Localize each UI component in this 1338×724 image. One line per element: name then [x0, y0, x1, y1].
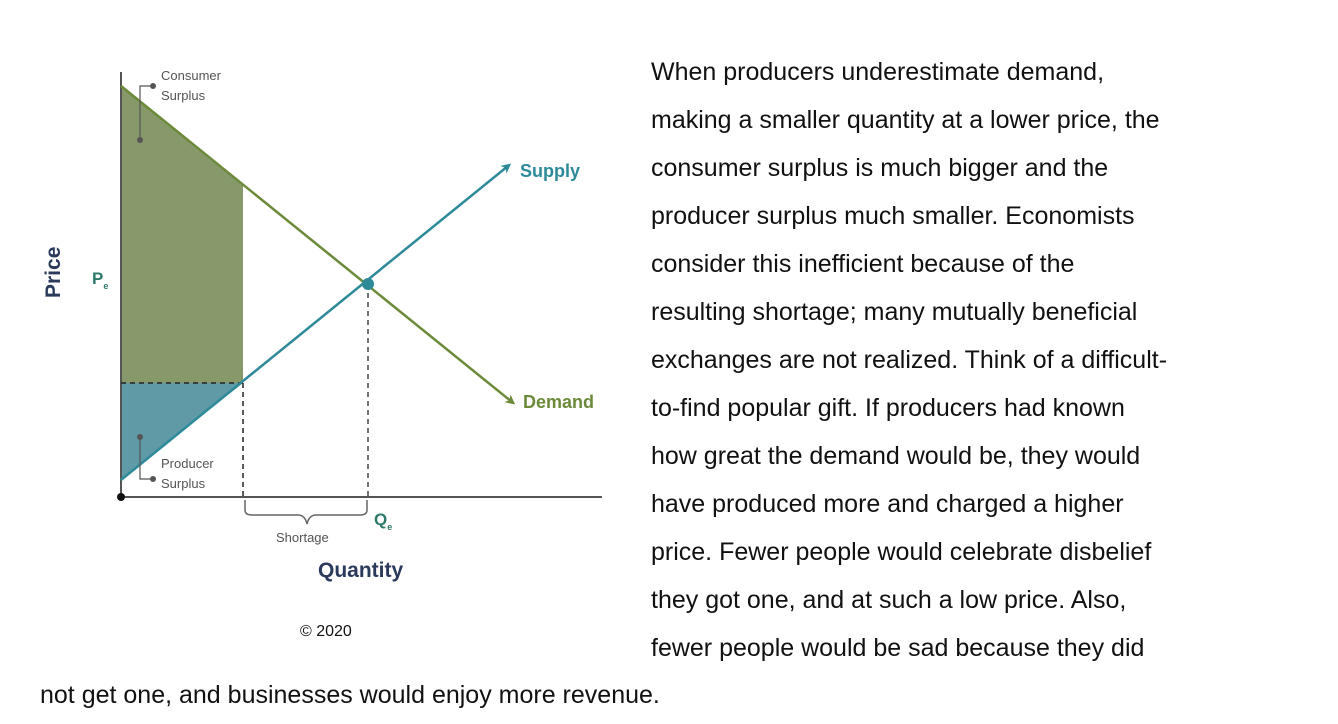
pointer-dot	[150, 476, 156, 482]
paragraph-line: have produced more and charged a higher	[651, 490, 1124, 518]
paragraph-line: they got one, and at such a low price. A…	[651, 586, 1127, 614]
paragraph-line: consider this inefficient because of the	[651, 250, 1075, 278]
origin-dot	[117, 493, 125, 501]
paragraph-line: not get one, and businesses would enjoy …	[40, 681, 660, 709]
shortage-brace	[244, 500, 368, 525]
pointer-dot	[137, 434, 143, 440]
consumer-surplus-label: Consumer Surplus	[161, 68, 222, 103]
paragraph-line: making a smaller quantity at a lower pri…	[651, 106, 1160, 134]
consumer-surplus-pointer	[139, 85, 153, 140]
shortage-label: Shortage	[276, 530, 329, 545]
paragraph-line: price. Fewer people would celebrate disb…	[651, 538, 1152, 566]
paragraph-line: exchanges are not realized. Think of a d…	[651, 346, 1168, 374]
producer-surplus-pointer	[139, 437, 153, 480]
pointer-dot	[137, 137, 143, 143]
paragraph-line: how great the demand would be, they woul…	[651, 442, 1141, 470]
paragraph-line: producer surplus much smaller. Economist…	[651, 202, 1135, 230]
demand-curve	[120, 85, 516, 405]
copyright-text: © 2020	[300, 623, 352, 640]
paragraph-line: to-find popular gift. If producers had k…	[651, 394, 1125, 422]
demand-label: Demand	[523, 392, 594, 412]
paragraph-line: fewer people would be sad because they d…	[651, 634, 1145, 662]
supply-demand-diagram: Consumer Surplus Producer Surplus Supply D…	[42, 68, 602, 582]
quantity-axis-label: Quantity	[318, 559, 403, 582]
pointer-dot	[150, 83, 156, 89]
supply-label: Supply	[520, 161, 580, 181]
producer-surplus-label: Producer Surplus	[161, 456, 214, 491]
price-equilibrium-label: Pe	[92, 269, 108, 291]
consumer-surplus-area	[121, 86, 243, 383]
paragraph-line: consumer surplus is much bigger and the	[651, 154, 1109, 182]
paragraph-line: When producers underestimate demand,	[651, 58, 1105, 86]
paragraph-line: resulting shortage; many mutually benefi…	[651, 298, 1138, 326]
price-axis-label: Price	[42, 247, 65, 298]
quantity-equilibrium-label: Qe	[374, 510, 392, 532]
supply-curve	[120, 163, 512, 481]
equilibrium-point	[362, 278, 374, 290]
